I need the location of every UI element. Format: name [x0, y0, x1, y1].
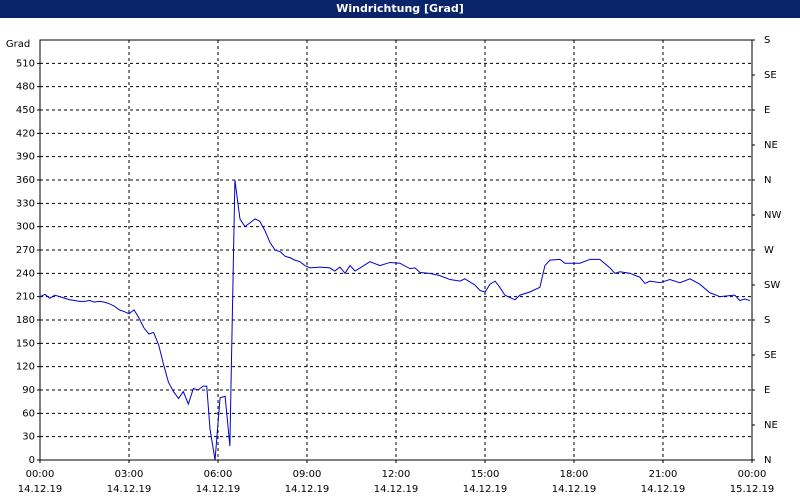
- y2-tick-label: S: [764, 315, 770, 326]
- x-tick-date: 14.12.19: [463, 484, 508, 495]
- x-tick-label: 03:00: [115, 469, 144, 480]
- y2-tick-label: SE: [764, 350, 777, 361]
- x-tick-label: 18:00: [560, 469, 589, 480]
- y-tick-label: 300: [16, 222, 35, 233]
- x-tick-date: 14.12.19: [107, 484, 152, 495]
- y2-tick-label: SW: [764, 280, 780, 291]
- y-tick-label: 450: [16, 105, 35, 116]
- y2-tick-label: E: [764, 385, 770, 396]
- x-tick-label: 00:00: [26, 469, 55, 480]
- y2-tick-label: SE: [764, 70, 777, 81]
- x-tick-date: 15.12.19: [730, 484, 775, 495]
- y2-tick-label: S: [764, 35, 770, 46]
- y-tick-label: 420: [16, 128, 35, 139]
- x-tick-date: 14.12.19: [285, 484, 330, 495]
- y2-tick-label: E: [764, 105, 770, 116]
- y-tick-label: 210: [16, 292, 35, 303]
- y2-tick-label: N: [764, 455, 771, 466]
- x-tick-date: 14.12.19: [196, 484, 241, 495]
- x-tick-date: 14.12.19: [552, 484, 597, 495]
- y-tick-label: 180: [16, 315, 35, 326]
- y-tick-label: 120: [16, 362, 35, 373]
- y-tick-label: 240: [16, 268, 35, 279]
- y2-tick-label: W: [764, 245, 774, 256]
- x-tick-date: 14.12.19: [18, 484, 63, 495]
- x-tick-label: 21:00: [649, 469, 678, 480]
- y-tick-label: 330: [16, 198, 35, 209]
- x-tick-date: 14.12.19: [641, 484, 686, 495]
- title-bar: Windrichtung [Grad]: [0, 0, 800, 18]
- y-tick-label: 360: [16, 175, 35, 186]
- x-tick-label: 09:00: [293, 469, 322, 480]
- y-tick-label: 150: [16, 338, 35, 349]
- y-tick-label: 480: [16, 82, 35, 93]
- y2-tick-label: NE: [764, 140, 778, 151]
- y-tick-label: 30: [22, 432, 35, 443]
- x-tick-label: 15:00: [471, 469, 500, 480]
- x-tick-label: 00:00: [738, 469, 767, 480]
- y-tick-label: 60: [22, 408, 35, 419]
- x-tick-date: 14.12.19: [374, 484, 419, 495]
- y2-tick-label: NW: [764, 210, 781, 221]
- y-tick-label: 510: [16, 58, 35, 69]
- y2-tick-label: NE: [764, 420, 778, 431]
- x-tick-label: 06:00: [204, 469, 233, 480]
- y-tick-label: 90: [22, 385, 35, 396]
- y-tick-label: 270: [16, 245, 35, 256]
- y-axis-label: Grad: [6, 39, 30, 50]
- x-tick-label: 12:00: [382, 469, 411, 480]
- y-tick-label: 390: [16, 152, 35, 163]
- y-tick-label: 0: [29, 455, 35, 466]
- y2-tick-label: N: [764, 175, 771, 186]
- data-line: [39, 179, 751, 461]
